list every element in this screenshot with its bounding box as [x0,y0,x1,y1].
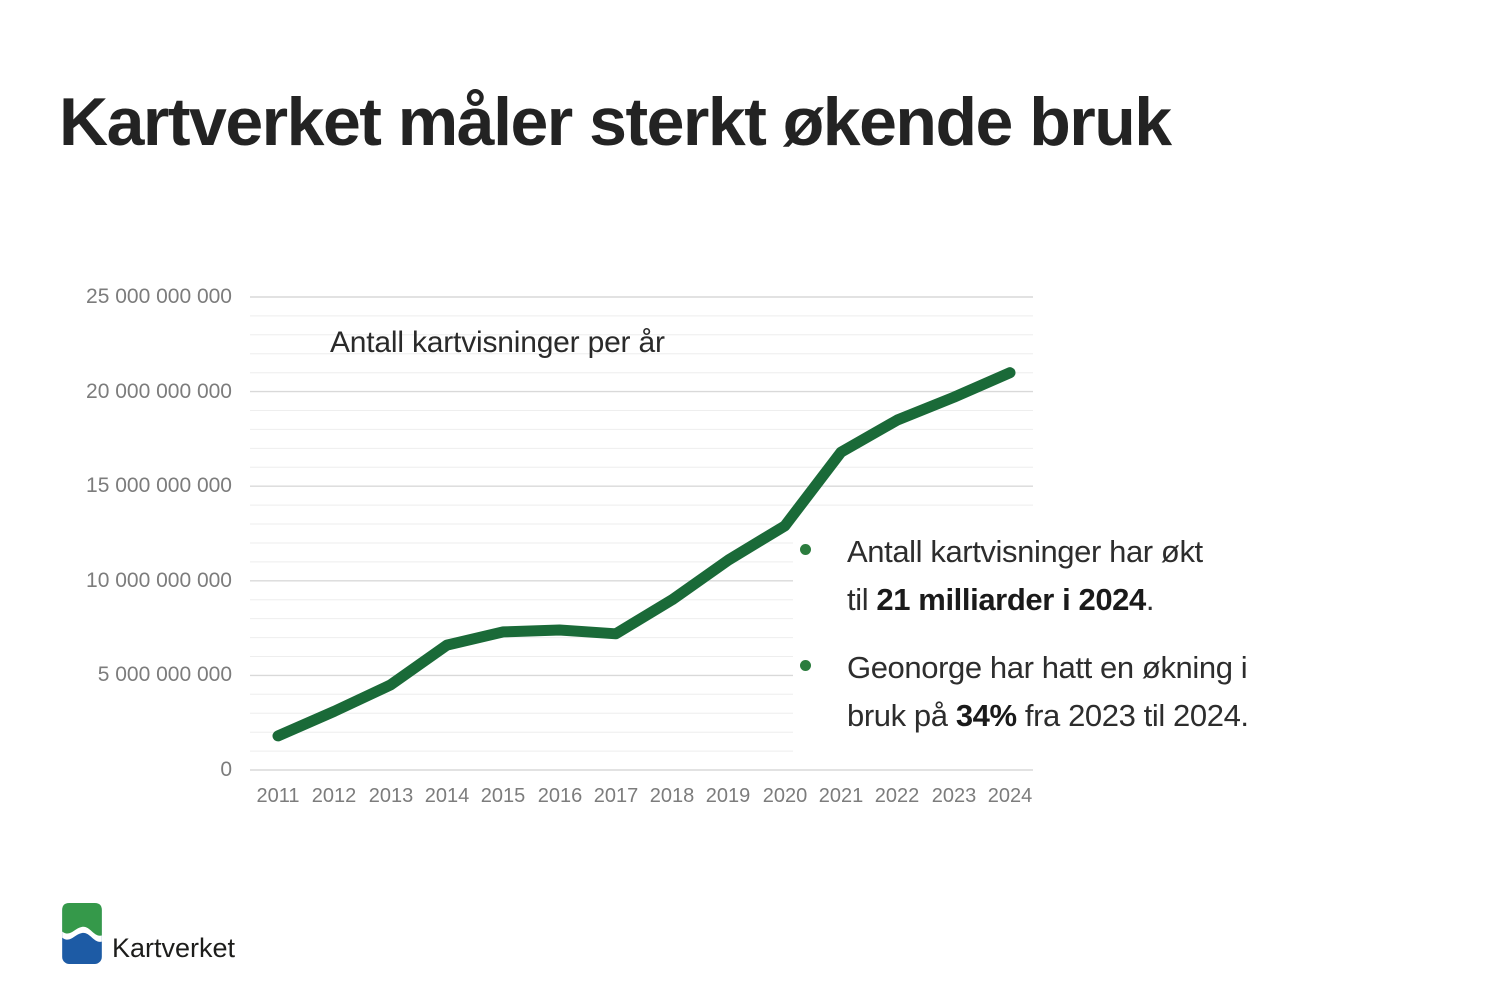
logo-green-wave [62,903,102,936]
bullet-text: Geonorge har hatt en økning i bruk på 34%… [847,644,1249,740]
x-tick-label: 2013 [368,785,414,807]
y-tick-label: 25 000 000 000 [86,285,232,308]
bullet-highlight: 34% [955,698,1017,733]
kartverket-logo: Kartverket [62,903,362,964]
x-tick-label: 2024 [987,785,1033,807]
bullet-item: Geonorge har hatt en økning i bruk på 34%… [800,644,1440,740]
bullet-line: bruk på [847,698,956,733]
bullet-line: fra 2023 til 2024. [1016,698,1249,733]
x-tick-label: 2022 [874,785,920,807]
kartverket-logo-icon [62,903,102,964]
x-tick-label: 2015 [480,785,526,807]
x-tick-label: 2018 [649,785,695,807]
kartverket-logo-text: Kartverket [112,933,236,963]
bullet-dot-icon [800,660,811,671]
bullet-text: Antall kartvisninger har økt til 21 milli… [847,528,1203,624]
y-tick-label: 5 000 000 000 [97,663,232,686]
bullet-list: Antall kartvisninger har økt til 21 milli… [800,528,1440,740]
bullet-dot-icon [800,544,811,555]
x-tick-label: 2014 [424,785,470,807]
bullet-line: . [1145,582,1155,617]
y-tick-label: 15 000 000 000 [86,474,232,497]
slide-title: Kartverket måler sterkt økende bruk [59,84,1172,160]
bullet-highlight: 21 milliarder i 2024 [876,582,1146,617]
chart-data-line [272,367,1016,742]
x-tick-label: 2016 [537,785,583,807]
bullet-line: Geonorge har hatt en økning i [847,650,1248,685]
x-tick-label: 2012 [311,785,357,807]
chart-title: Antall kartvisninger per år [330,326,665,359]
x-tick-label: 2011 [256,785,300,807]
bullet-line: Antall kartvisninger har økt [847,534,1203,569]
y-tick-label: 10 000 000 000 [86,569,232,592]
bullet-item: Antall kartvisninger har økt til 21 milli… [800,528,1440,624]
y-tick-label: 20 000 000 000 [86,380,232,403]
x-tick-label: 2017 [593,785,639,807]
x-tick-label: 2023 [931,785,977,807]
x-tick-label: 2019 [705,785,751,807]
x-tick-label: 2021 [818,785,864,807]
x-tick-label: 2020 [762,785,808,807]
bullet-line: til [847,582,877,617]
y-tick-label: 0 [220,758,232,781]
